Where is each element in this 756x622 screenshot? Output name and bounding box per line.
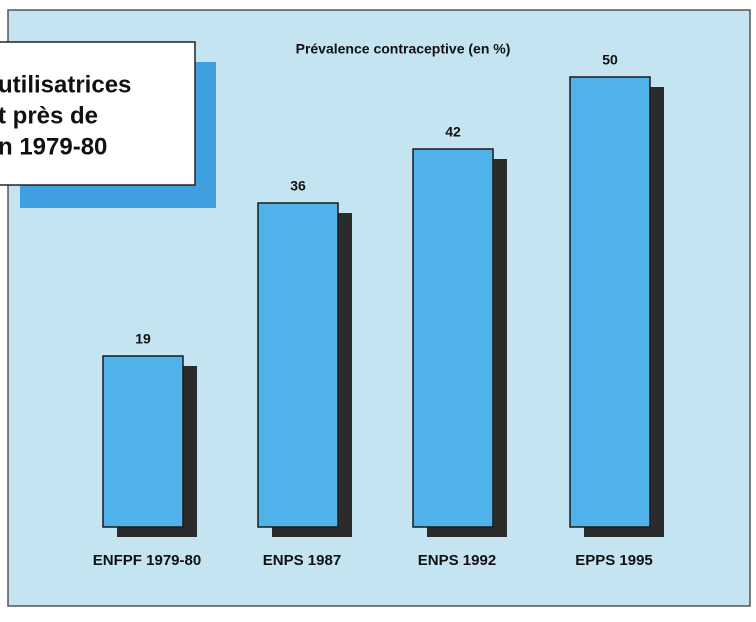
callout-text: utilisatrices t près de n 1979-80 xyxy=(0,71,131,160)
callout-box xyxy=(0,41,196,186)
callout-line: t près de xyxy=(0,102,98,129)
bar xyxy=(412,148,494,528)
x-tick-label: ENPS 1987 xyxy=(263,552,341,569)
bar xyxy=(257,202,339,528)
callout-line: utilisatrices xyxy=(0,71,131,98)
bar xyxy=(102,355,184,528)
callout-line: n 1979-80 xyxy=(0,133,107,160)
data-label: 50 xyxy=(602,52,618,68)
data-label: 19 xyxy=(135,331,151,347)
chart-title: Prévalence contraceptive (en %) xyxy=(296,41,511,57)
data-label: 42 xyxy=(445,124,461,140)
x-tick-label: EPPS 1995 xyxy=(575,552,653,569)
bar xyxy=(569,76,651,528)
data-label: 36 xyxy=(290,178,306,194)
x-tick-label: ENFPF 1979-80 xyxy=(93,552,201,569)
x-tick-label: ENPS 1992 xyxy=(418,552,496,569)
